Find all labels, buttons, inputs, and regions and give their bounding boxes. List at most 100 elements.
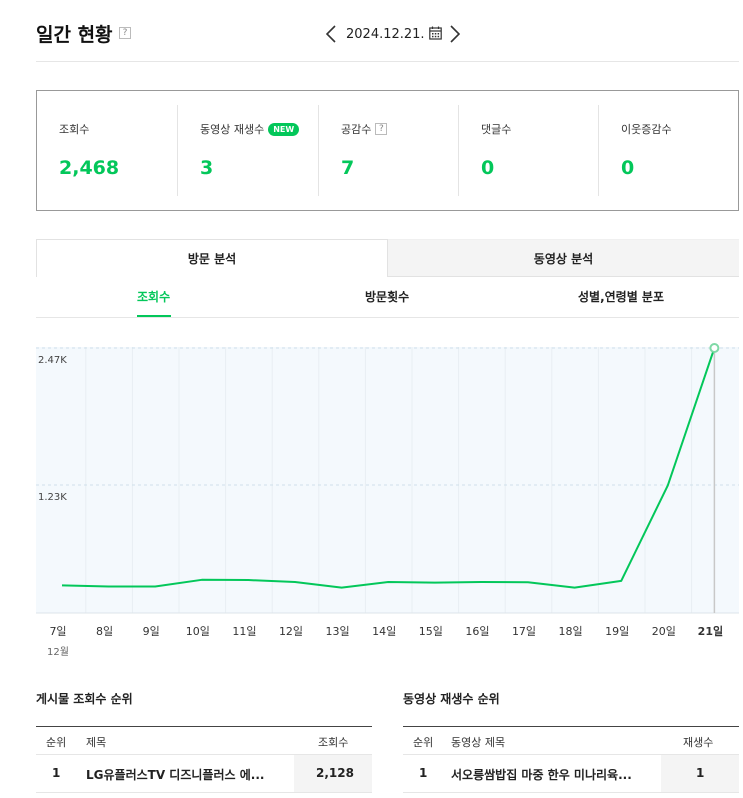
data-point [387,581,389,583]
data-point [61,584,63,586]
x-tick-label: 13일 [326,624,350,638]
divider [318,105,319,196]
data-point [108,585,110,587]
row-value: 2,128 [316,766,354,780]
divider [598,105,599,196]
subtab-views[interactable]: 조회수 [137,290,171,304]
section-title: 동영상 재생수 순위 [403,692,500,706]
series-line [61,347,716,589]
prev-date-button[interactable] [322,22,340,46]
stat-label-text: 공감수 [341,123,372,136]
ranking-table: 순위 동영상 제목 재생수 1 서오릉쌈밥집 마중 한우 미나리육... 1 [403,726,739,793]
x-tick-label: 19일 [605,624,629,638]
stat-value: 0 [481,157,495,179]
ranking-table: 순위 제목 조회수 1 LG유플러스TV 디즈니플러스 에... 2,128 [36,726,372,793]
tab-video-analysis[interactable]: 동영상 분석 [388,239,739,277]
col-rank: 순위 [413,736,434,749]
row-title[interactable]: LG유플러스TV 디즈니플러스 에... [86,768,265,782]
col-value: 재생수 [683,736,714,749]
x-tick-label: 21일 [698,624,723,638]
row-rank: 1 [419,766,428,780]
current-date: 2024.12.21. [346,26,425,42]
x-tick-label: 10일 [186,624,210,638]
header: 일간 현황 ? 2024.12.21. [36,0,739,62]
col-rank: 순위 [46,736,67,749]
analysis-tabs: 방문 분석 동영상 분석 [36,239,739,277]
data-point [201,579,203,581]
stat-value: 7 [341,157,355,179]
col-value: 조회수 [318,736,349,749]
y-tick-label: 2.47K [38,355,67,366]
month-label: 12월 [47,646,69,658]
table-row[interactable]: 1 LG유플러스TV 디즈니플러스 에... 2,128 [36,755,372,793]
x-tick-label: 16일 [465,624,489,638]
stat-value: 0 [621,157,635,179]
x-tick-label: 11일 [232,624,256,638]
value-cell-bg [661,755,739,792]
stat-views: 조회수 2,468 [37,91,177,210]
stat-label: 공감수 ? [341,121,388,137]
next-date-button[interactable] [446,22,464,46]
data-point [341,587,343,589]
data-point [527,581,529,583]
stat-likes: 공감수 ? 7 [319,91,459,210]
section-title: 게시물 조회수 순위 [36,692,133,706]
x-tick-label: 18일 [559,624,583,638]
sub-tabs: 조회수 방문횟수 성별,연령별 분포 [36,280,739,318]
data-point [620,580,622,582]
col-title: 동영상 제목 [451,736,506,749]
chevron-left-icon [326,25,336,43]
plot-area [36,347,739,613]
stat-value: 2,468 [59,157,120,179]
table-row[interactable]: 1 서오릉쌈밥집 마중 한우 미나리육... 1 [403,755,739,793]
data-point [709,343,720,353]
data-point [154,585,156,587]
data-point [247,579,249,581]
x-tick-label: 20일 [652,624,676,638]
chevron-right-icon [450,25,460,43]
stat-value: 3 [200,157,214,179]
stat-label: 댓글수 [481,121,511,137]
row-value: 1 [696,766,705,780]
date-navigator: 2024.12.21. [322,22,464,46]
x-tick-label: 14일 [372,624,396,638]
tab-visit-analysis[interactable]: 방문 분석 [36,239,388,277]
col-title: 제목 [86,736,107,749]
divider [177,105,178,196]
calendar-icon[interactable] [428,25,442,44]
data-point [480,581,482,583]
data-point [434,582,436,584]
video-ranking: 동영상 재생수 순위 순위 동영상 제목 재생수 1 서오릉쌈밥집 마중 한우 … [403,690,739,793]
data-point [574,587,576,589]
help-icon[interactable]: ? [119,27,131,39]
subtab-demographics[interactable]: 성별,연령별 분포 [578,290,665,304]
post-ranking: 게시물 조회수 순위 순위 제목 조회수 1 LG유플러스TV 디즈니플러스 에… [36,690,372,793]
stat-label: 이웃증감수 [621,121,672,137]
new-badge: NEW [268,122,300,136]
active-tab-indicator [137,315,171,317]
divider [458,105,459,196]
table-header: 순위 제목 조회수 [36,727,372,755]
y-tick-label: 1.23K [38,492,67,503]
stat-label-text: 조회수 [59,123,90,136]
data-point [294,581,296,583]
table-header: 순위 동영상 제목 재생수 [403,727,739,755]
stat-video-plays: 동영상 재생수 NEW 3 [178,91,318,210]
x-tick-label: 9일 [143,624,160,638]
data-point [667,484,669,486]
row-title[interactable]: 서오릉쌈밥집 마중 한우 미나리육... [451,768,632,782]
help-icon[interactable]: ? [375,123,388,135]
stat-label-text: 댓글수 [481,123,512,136]
stat-comments: 댓글수 0 [459,91,599,210]
stat-label-text: 이웃증감수 [621,123,672,136]
row-rank: 1 [52,766,61,780]
stat-label: 동영상 재생수 NEW [200,121,300,137]
value-cell-bg [294,755,372,792]
stat-neighbors: 이웃증감수 0 [599,91,739,210]
x-tick-label: 17일 [512,624,536,638]
subtab-visits[interactable]: 방문횟수 [365,290,410,304]
stats-summary: 조회수 2,468 동영상 재생수 NEW 3 공감수 ? 7 댓글수 0 이웃… [36,90,739,211]
views-line-chart: 1.23K 2.47K 7일 8일 9일 10일 11일 12일 13일 14일 15일 16일 17일… [36,343,739,658]
page-title: 일간 현황 [36,24,113,46]
x-tick-label: 15일 [419,624,443,638]
